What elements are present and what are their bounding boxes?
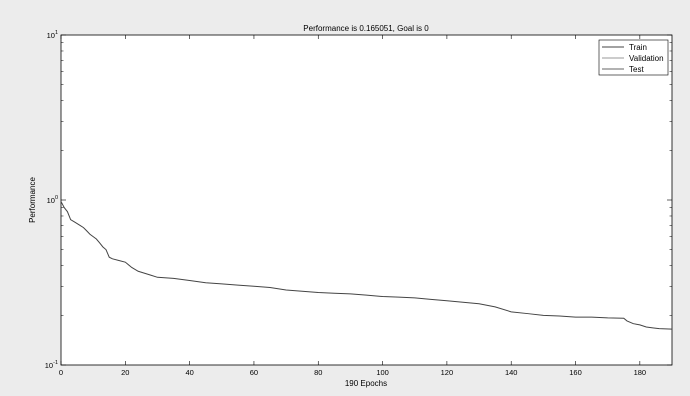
series-layer — [60, 201, 673, 330]
chart-title: Performance is 0.165051, Goal is 0 — [303, 24, 429, 33]
x-axis-ticks: 0 20 40 60 80 100 120 140 160 180 — [59, 35, 646, 377]
x-tick-label: 80 — [314, 368, 322, 377]
y-axis-ticks: 10-1 100 101 — [45, 30, 672, 370]
y-tick-label: 100 — [47, 195, 58, 205]
x-tick-label: 160 — [569, 368, 582, 377]
x-tick-label: 0 — [59, 368, 63, 377]
legend-label-test: Test — [629, 65, 644, 74]
legend-label-train: Train — [629, 43, 647, 52]
y-tick-label: 10-1 — [45, 360, 58, 370]
x-tick-label: 40 — [185, 368, 193, 377]
plot-area — [60, 34, 673, 366]
x-tick-label: 100 — [376, 368, 389, 377]
x-tick-label: 140 — [505, 368, 518, 377]
series-line-train — [60, 201, 673, 330]
x-tick-label: 180 — [634, 368, 647, 377]
y-axis-title: Performance — [28, 177, 37, 223]
x-axis-title: 190 Epochs — [345, 379, 387, 388]
x-tick-label: 60 — [250, 368, 258, 377]
x-tick-label: 120 — [441, 368, 454, 377]
x-tick-label: 20 — [121, 368, 129, 377]
legend-label-validation: Validation — [629, 54, 664, 63]
y-tick-label: 101 — [47, 30, 58, 40]
legend: Train Validation Test — [598, 39, 669, 76]
